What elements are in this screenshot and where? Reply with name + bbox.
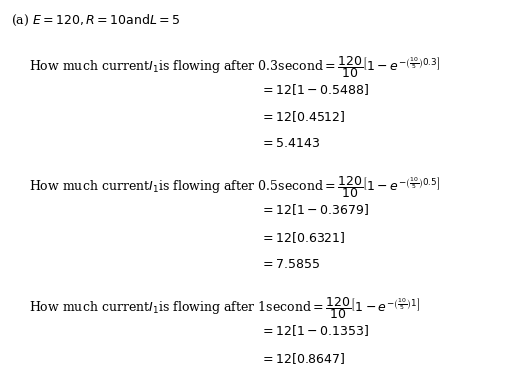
- Text: $= 5.4143$: $= 5.4143$: [260, 137, 320, 150]
- Text: (a) $E = 120, R = 10\mathrm{and}L = 5$: (a) $E = 120, R = 10\mathrm{and}L = 5$: [11, 13, 181, 28]
- Text: $= 7.5855$: $= 7.5855$: [260, 258, 320, 271]
- Text: $= 12[0.4512]$: $= 12[0.4512]$: [260, 109, 346, 124]
- Text: $= 12[1 - 0.3679]$: $= 12[1 - 0.3679]$: [260, 202, 369, 217]
- Text: $= 12[0.6321]$: $= 12[0.6321]$: [260, 230, 346, 245]
- Text: How much current$I_1$is flowing after 0.3second$=\dfrac{120}{10}\left[1-e^{-\lef: How much current$I_1$is flowing after 0.…: [29, 54, 440, 80]
- Text: $= 12[0.8647]$: $= 12[0.8647]$: [260, 351, 346, 365]
- Text: How much current$I_1$is flowing after 0.5second$=\dfrac{120}{10}\left[1-e^{-\lef: How much current$I_1$is flowing after 0.…: [29, 174, 440, 200]
- Text: How much current$I_1$is flowing after 1second$=\dfrac{120}{10}\left[1-e^{-\left(: How much current$I_1$is flowing after 1s…: [29, 295, 420, 321]
- Text: $= 12[1 - 0.5488]$: $= 12[1 - 0.5488]$: [260, 82, 369, 96]
- Text: $= 12[1 - 0.1353]$: $= 12[1 - 0.1353]$: [260, 323, 369, 338]
